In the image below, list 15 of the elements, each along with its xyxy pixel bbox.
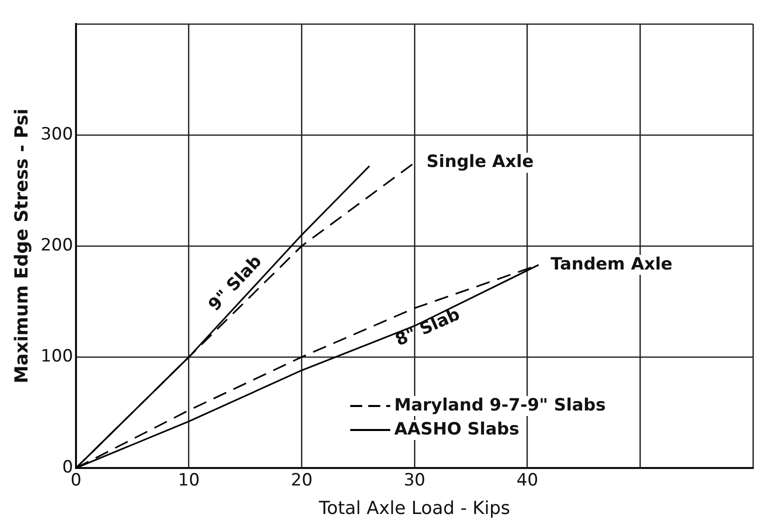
- annotation: Single Axle: [426, 152, 534, 172]
- y-axis-title: Maximum Edge Stress - Psi: [11, 108, 32, 384]
- y-tick-label: 0: [62, 457, 74, 478]
- y-tick-label: 200: [40, 235, 74, 256]
- y-tick-label: 100: [40, 346, 74, 366]
- legend-label: Maryland 9-7-9" Slabs: [394, 395, 606, 416]
- annotation: 8" Slab: [392, 304, 464, 351]
- x-tick-label: 20: [290, 470, 313, 491]
- x-axis-title: Total Axle Load - Kips: [318, 498, 510, 519]
- annotation: Tandem Axle: [550, 254, 672, 274]
- x-tick-label: 30: [404, 470, 426, 491]
- y-tick-label: 300: [40, 124, 74, 144]
- x-tick-label: 10: [178, 470, 200, 491]
- legend-label: AASHO Slabs: [394, 419, 520, 440]
- x-tick-label: 40: [516, 470, 538, 491]
